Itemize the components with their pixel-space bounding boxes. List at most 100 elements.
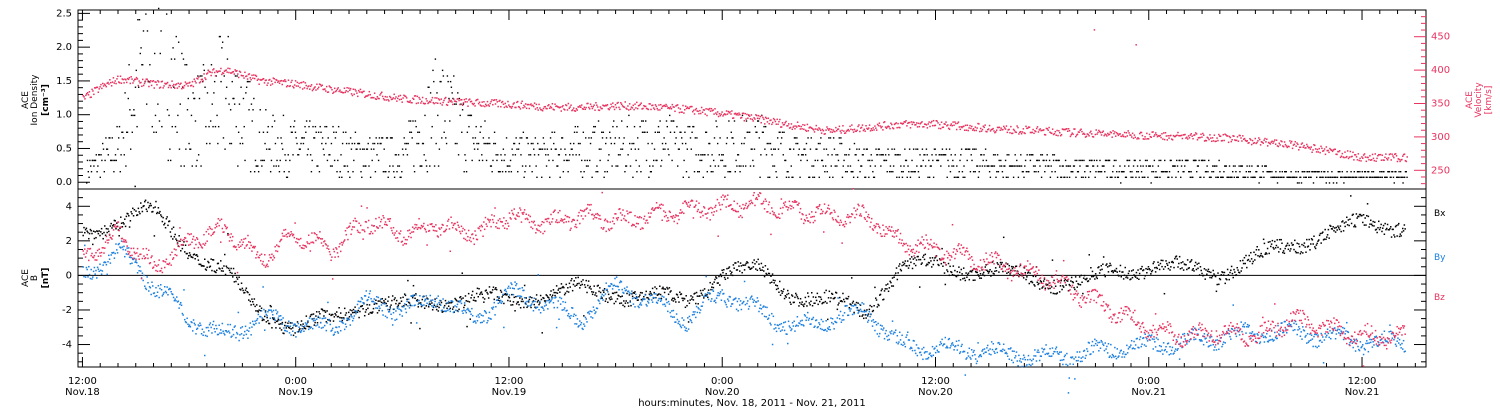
density-point (640, 170, 642, 173)
density-point (707, 154, 709, 156)
density-point (1194, 159, 1196, 162)
density-point (542, 137, 545, 139)
density-point (1218, 159, 1220, 162)
b-bx-point (160, 214, 162, 216)
density-point (896, 154, 899, 156)
density-point (357, 142, 359, 145)
density-point (914, 170, 916, 173)
density-point (850, 170, 852, 173)
velocity-point (396, 100, 398, 102)
density-point (393, 176, 396, 179)
velocity-point (1045, 127, 1048, 130)
density-point (1246, 165, 1248, 167)
density-point (1289, 176, 1292, 179)
b-bx-point (756, 269, 759, 271)
b-bx-point (1002, 270, 1004, 273)
density-point (333, 159, 336, 162)
density-point (712, 170, 714, 173)
velocity-point (453, 100, 456, 102)
velocity-point (1298, 146, 1301, 149)
density-point (1132, 176, 1134, 179)
density-point (513, 142, 516, 145)
density-point (1329, 176, 1331, 179)
velocity-point (737, 114, 739, 116)
velocity-point (425, 98, 427, 100)
velocity-point (594, 109, 596, 111)
b-bx-point (646, 296, 648, 299)
b-bx-point (858, 309, 860, 312)
velocity-point (1166, 139, 1169, 141)
density-point (154, 114, 157, 117)
b-bx-point (889, 280, 891, 283)
velocity-point (791, 128, 794, 131)
b-bx-point (645, 290, 647, 293)
b-bx-point (995, 270, 998, 272)
velocity-point (827, 127, 829, 130)
b-bx-point (395, 302, 397, 305)
b-bx-point (987, 272, 990, 274)
velocity-point (1356, 159, 1359, 161)
b-bx-point (1078, 276, 1081, 278)
velocity-point (795, 126, 798, 128)
velocity-point (1250, 143, 1253, 146)
velocity-point (566, 109, 569, 111)
b-bx-point (743, 269, 746, 271)
b-bx-point (469, 318, 472, 320)
b-bx-point (556, 292, 559, 294)
density-point (1044, 165, 1047, 167)
density-point (1384, 176, 1387, 179)
velocity-point (864, 130, 866, 132)
density-point (1076, 159, 1078, 162)
density-point (998, 159, 1000, 162)
velocity-point (1301, 142, 1304, 144)
velocity-point (506, 106, 508, 108)
velocity-point (1342, 156, 1344, 158)
b-bx-point (651, 287, 654, 290)
velocity-point (954, 121, 956, 123)
velocity-point (717, 115, 720, 118)
velocity-point (979, 130, 981, 133)
density-point (197, 75, 199, 77)
velocity-point (620, 102, 622, 104)
b-bx-point (591, 293, 594, 296)
b-bx-point (1112, 271, 1115, 274)
velocity-point (1007, 129, 1009, 131)
density-point (1401, 176, 1403, 179)
density-point (590, 137, 593, 139)
density-point (719, 137, 721, 139)
density-point (437, 114, 439, 117)
density-point (187, 97, 189, 100)
velocity-point (150, 84, 153, 87)
b-bx-point (906, 265, 908, 267)
density-point (637, 148, 640, 150)
velocity-point (424, 102, 427, 105)
b-bx-point (1014, 270, 1016, 272)
velocity-point (115, 82, 117, 85)
density-point (1375, 176, 1377, 179)
velocity-point (1170, 138, 1173, 140)
density-point (792, 148, 795, 150)
velocity-point (171, 80, 173, 82)
velocity-point (337, 87, 339, 89)
b-bx-point (1365, 224, 1367, 226)
density-point (313, 137, 315, 139)
velocity-point (929, 125, 931, 128)
density-point (1122, 170, 1124, 173)
velocity-point (624, 101, 626, 103)
b-bx-point (482, 296, 484, 299)
b-bx-point (690, 295, 692, 297)
density-point (106, 148, 109, 150)
density-point (339, 170, 341, 173)
b-bx-point (328, 313, 331, 316)
density-point (639, 125, 641, 128)
b-bx-point (968, 278, 971, 281)
velocity-point (1013, 129, 1016, 132)
b-bx-point (172, 238, 174, 240)
b-bx-point (1043, 278, 1046, 280)
velocity-point (652, 104, 654, 107)
b-bx-point (566, 290, 568, 293)
velocity-point (308, 85, 310, 87)
density-point (184, 64, 186, 66)
density-point (599, 159, 601, 162)
density-point (1376, 176, 1379, 179)
